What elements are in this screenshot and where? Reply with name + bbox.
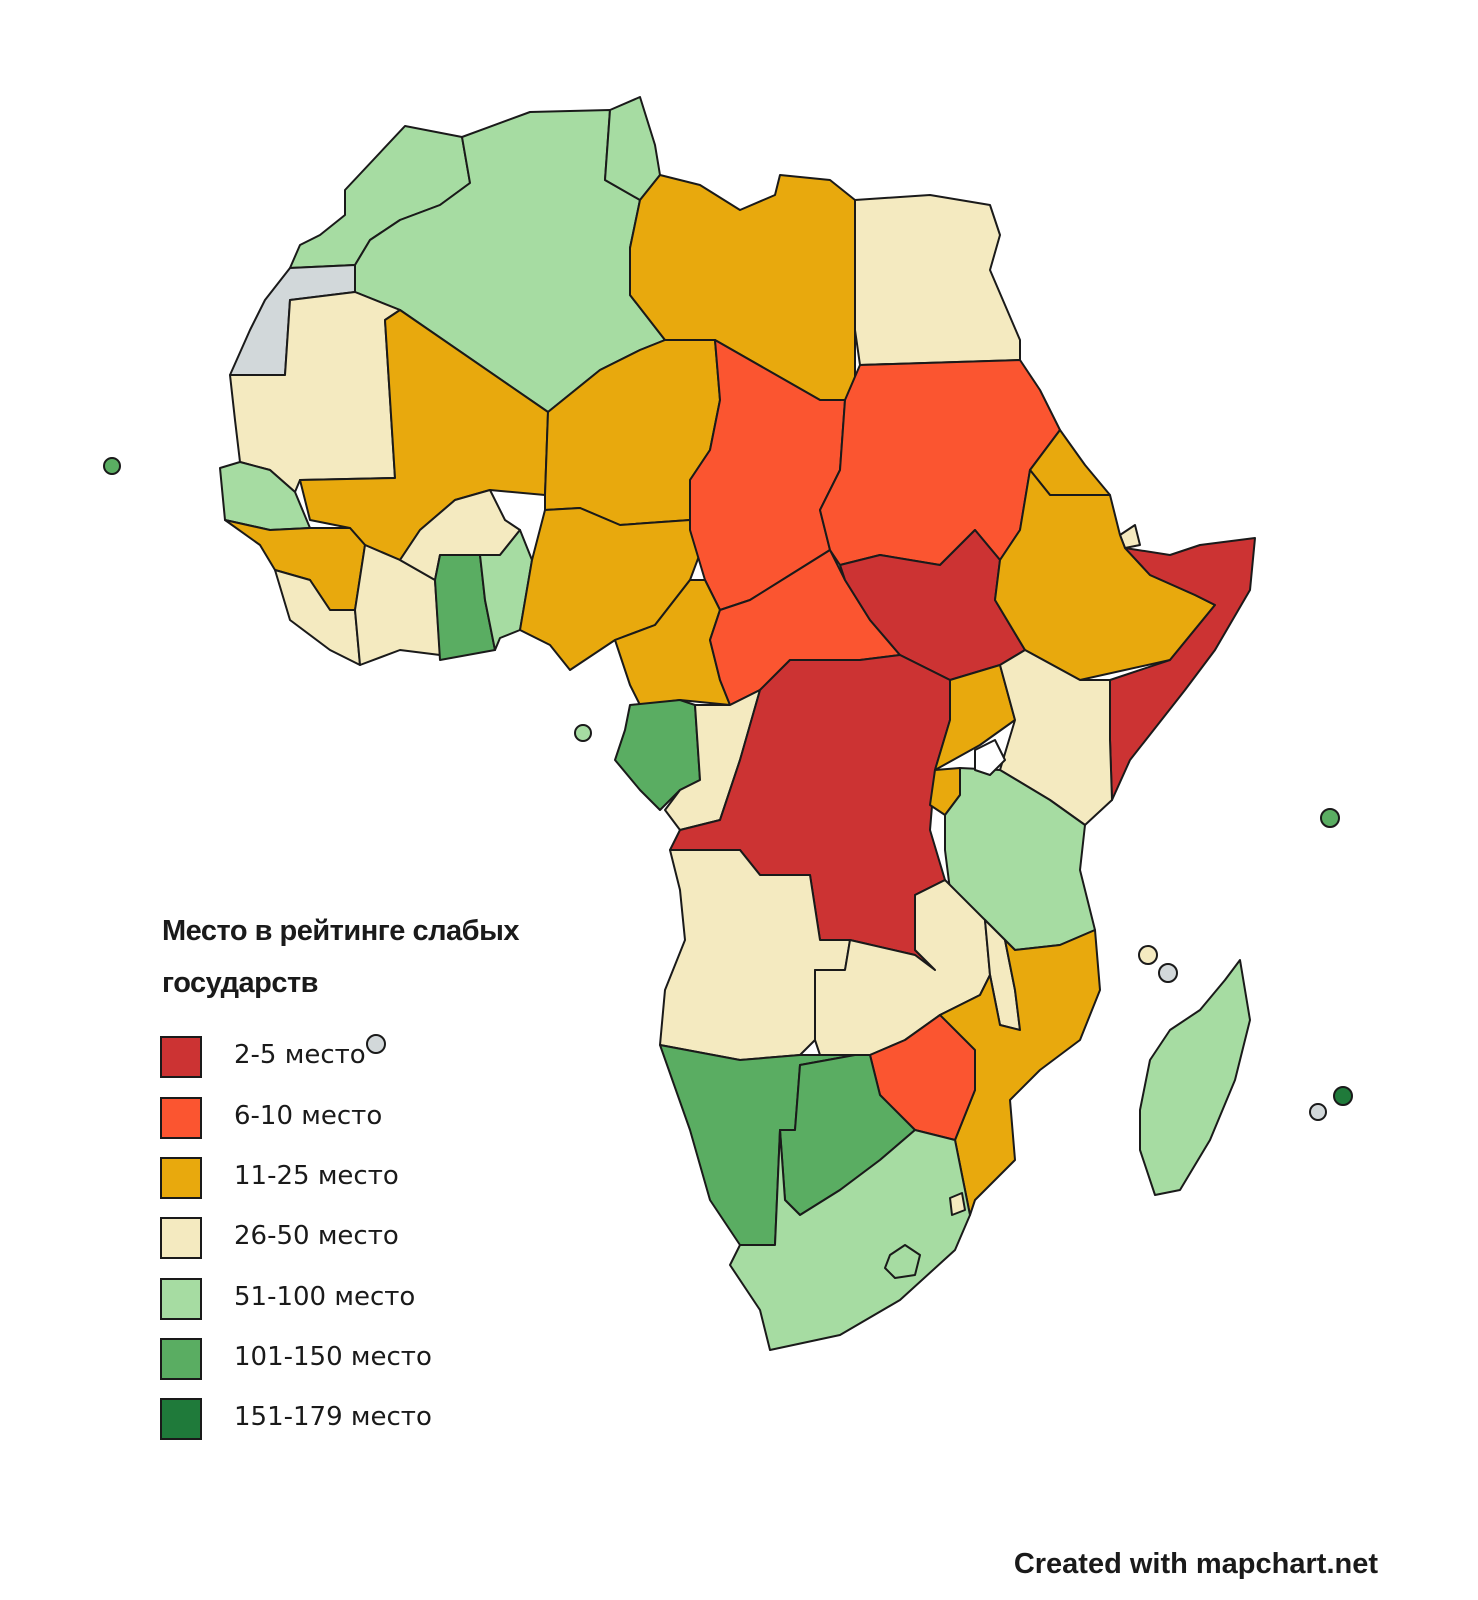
island-cape-verde xyxy=(103,457,121,475)
legend-swatch xyxy=(160,1278,202,1320)
legend-label: 2-5 место xyxy=(234,1040,366,1070)
island-mauritius xyxy=(1333,1086,1353,1106)
region-eswatini xyxy=(949,1192,966,1216)
legend-label: 151-179 место xyxy=(234,1402,432,1432)
island-seychelles xyxy=(1320,808,1340,828)
region-cameroon xyxy=(614,579,731,706)
legend-swatch xyxy=(160,1097,202,1139)
region-egypt xyxy=(854,194,1021,366)
region-lake-victoria xyxy=(974,739,1006,776)
legend-swatch xyxy=(160,1036,202,1078)
legend-label: 11-25 место xyxy=(234,1161,399,1191)
legend-label: 6-10 место xyxy=(234,1101,383,1131)
legend-swatch xyxy=(160,1217,202,1259)
island-comoros xyxy=(1138,945,1158,965)
credit-text: Created with mapchart.net xyxy=(1013,1548,1378,1580)
legend-swatch xyxy=(160,1398,202,1440)
region-south-africa xyxy=(729,1129,971,1351)
legend-swatch xyxy=(160,1157,202,1199)
island-mayotte xyxy=(1158,963,1178,983)
island-st-helena xyxy=(366,1034,386,1054)
legend-label: 101-150 место xyxy=(234,1342,432,1372)
legend-title: Место в рейтинге слабых государств xyxy=(162,915,519,999)
region-madagascar xyxy=(1139,959,1251,1196)
legend-swatch xyxy=(160,1338,202,1380)
region-equatorial-guinea-gabon xyxy=(614,699,701,811)
legend-label: 51-100 место xyxy=(234,1282,416,1312)
region-kenya xyxy=(999,649,1113,826)
island-reunion xyxy=(1309,1103,1327,1121)
region-lesotho xyxy=(884,1244,921,1279)
island-sao-tome xyxy=(574,724,592,742)
region-somalia xyxy=(1109,537,1256,801)
legend-label: 26-50 место xyxy=(234,1221,399,1251)
